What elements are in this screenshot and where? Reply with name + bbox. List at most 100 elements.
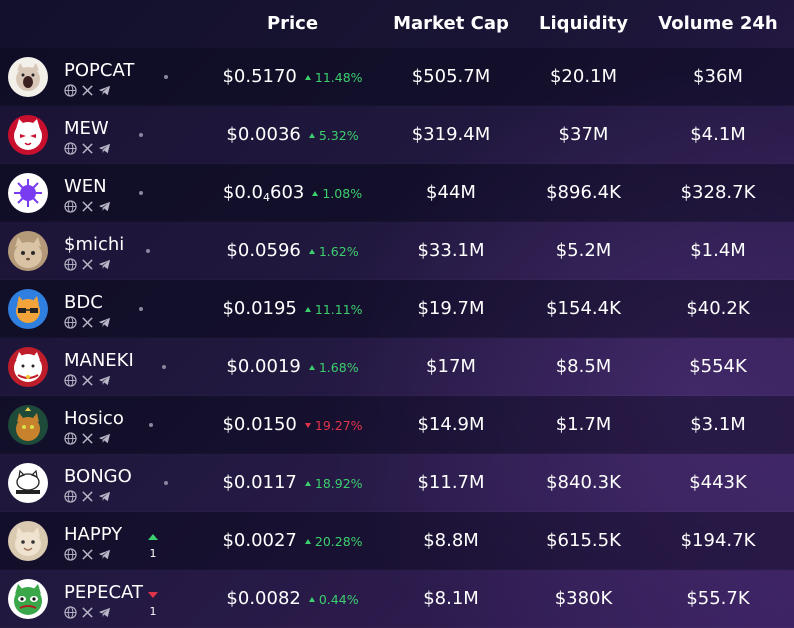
hosico-avatar [8, 405, 48, 445]
telegram-icon[interactable] [98, 200, 111, 213]
price-change: 11.48% [304, 70, 363, 85]
x-icon[interactable] [81, 142, 94, 155]
globe-icon[interactable] [64, 431, 77, 445]
telegram-icon[interactable] [98, 490, 111, 503]
token-row[interactable]: MEW $0.0036 5.32% $319.4M $37M $4.1M [0, 106, 794, 164]
header-volume-24h[interactable]: Volume 24h [658, 13, 778, 34]
telegram-icon[interactable] [98, 84, 111, 97]
volume-24h-value: $36M [693, 66, 743, 87]
header-market-cap[interactable]: Market Cap [393, 13, 509, 34]
volume-24h-value: $40.2K [686, 298, 750, 319]
telegram-icon[interactable] [98, 606, 111, 619]
market-cap-value: $8.8M [423, 530, 479, 551]
telegram-icon[interactable] [98, 142, 111, 155]
globe-icon[interactable] [64, 199, 77, 213]
token-name[interactable]: Hosico [64, 408, 124, 429]
dot-indicator [149, 423, 153, 427]
market-cap-value: $8.1M [423, 588, 479, 609]
price-change: 0.44% [308, 592, 359, 607]
trend-up-icon [312, 191, 319, 196]
token-name[interactable]: MEW [64, 118, 109, 139]
telegram-icon[interactable] [98, 374, 111, 387]
globe-icon[interactable] [64, 373, 77, 387]
token-price: $0.0036 [226, 124, 301, 145]
x-icon[interactable] [81, 258, 94, 271]
price-cell: $0.0036 5.32% [200, 124, 385, 146]
volume-24h-value: $55.7K [686, 588, 750, 609]
token-row[interactable]: BONGO $0.0117 18.92% $11.7M $840.3K $443K [0, 454, 794, 512]
liquidity-value: $840.3K [546, 472, 621, 493]
market-cap-value: $19.7M [417, 298, 485, 319]
x-icon[interactable] [81, 548, 94, 561]
price-cell: $0.0150 19.27% [200, 414, 385, 436]
liquidity-value: $1.7M [555, 414, 612, 435]
trend-down-icon [304, 423, 311, 428]
token-row[interactable]: Hosico $0.0150 19.27% $14.9M $1.7M $3.1M [0, 396, 794, 454]
token-row[interactable]: PEPECAT 1 $0.0082 0.44% $8.1M $380K $55.7K [0, 570, 794, 628]
price-cell: $0.0019 1.68% [200, 356, 385, 378]
x-icon[interactable] [81, 374, 94, 387]
liquidity-value: $37M [558, 124, 609, 145]
telegram-icon[interactable] [98, 548, 111, 561]
price-change: 19.27% [304, 418, 363, 433]
social-links [64, 431, 111, 445]
globe-icon[interactable] [64, 141, 77, 155]
liquidity-value: $5.2M [555, 240, 612, 261]
globe-icon[interactable] [64, 489, 77, 503]
rank-change-value: 1 [149, 605, 157, 618]
globe-icon[interactable] [64, 83, 77, 97]
price-cell: $0.0117 18.92% [200, 472, 385, 494]
token-row[interactable]: MANEKI $0.0019 1.68% $17M $8.5M $554K [0, 338, 794, 396]
token-name[interactable]: BDC [64, 292, 103, 313]
token-name[interactable]: HAPPY [64, 524, 123, 545]
token-name[interactable]: PEPECAT [64, 582, 143, 603]
trend-up-icon [308, 249, 315, 254]
x-icon[interactable] [81, 432, 94, 445]
market-cap-value: $319.4M [411, 124, 491, 145]
token-name[interactable]: $michi [64, 234, 125, 255]
market-cap-value: $505.7M [411, 66, 491, 87]
header-liquidity[interactable]: Liquidity [539, 13, 628, 34]
price-cell: $0.0195 11.11% [200, 298, 385, 320]
price-cell: $0.5170 11.48% [200, 66, 385, 88]
token-name[interactable]: MANEKI [64, 350, 134, 371]
telegram-icon[interactable] [98, 316, 111, 329]
token-row[interactable]: POPCAT $0.5170 11.48% $505.7M $20.1M $36M [0, 48, 794, 106]
bdc-avatar [8, 289, 48, 329]
header-price[interactable]: Price [266, 13, 319, 34]
rank-change-value: 1 [149, 547, 157, 560]
table-header: Price Market Cap Liquidity Volume 24h [0, 0, 794, 48]
pepecat-avatar [8, 579, 48, 619]
token-price: $0.04603 [222, 182, 305, 204]
globe-icon[interactable] [64, 547, 77, 561]
price-cell: $0.0596 1.62% [200, 240, 385, 262]
token-row[interactable]: WEN $0.04603 1.08% $44M $896.4K $328.7K [0, 164, 794, 222]
x-icon[interactable] [81, 490, 94, 503]
globe-icon[interactable] [64, 315, 77, 329]
price-change: 1.62% [308, 244, 359, 259]
x-icon[interactable] [81, 200, 94, 213]
telegram-icon[interactable] [98, 258, 111, 271]
trend-up-icon [304, 481, 311, 486]
market-cap-value: $14.9M [417, 414, 485, 435]
trend-up-icon [304, 307, 311, 312]
token-name[interactable]: POPCAT [64, 60, 135, 81]
dot-indicator [139, 133, 143, 137]
globe-icon[interactable] [64, 257, 77, 271]
liquidity-value: $154.4K [546, 298, 621, 319]
x-icon[interactable] [81, 316, 94, 329]
x-icon[interactable] [81, 606, 94, 619]
volume-24h-value: $554K [689, 356, 747, 377]
token-row[interactable]: BDC $0.0195 11.11% $19.7M $154.4K $40.2K [0, 280, 794, 338]
token-price: $0.5170 [222, 66, 297, 87]
token-row[interactable]: HAPPY 1 $0.0027 20.28% $8.8M $615.5K $194.7K [0, 512, 794, 570]
telegram-icon[interactable] [98, 432, 111, 445]
token-row[interactable]: $michi $0.0596 1.62% $33.1M $5.2M $1.4M [0, 222, 794, 280]
x-icon[interactable] [81, 84, 94, 97]
token-price: $0.0596 [226, 240, 301, 261]
token-price: $0.0019 [226, 356, 301, 377]
token-name[interactable]: BONGO [64, 466, 132, 487]
token-name[interactable]: WEN [64, 176, 107, 197]
price-change: 5.32% [308, 128, 359, 143]
globe-icon[interactable] [64, 605, 77, 619]
